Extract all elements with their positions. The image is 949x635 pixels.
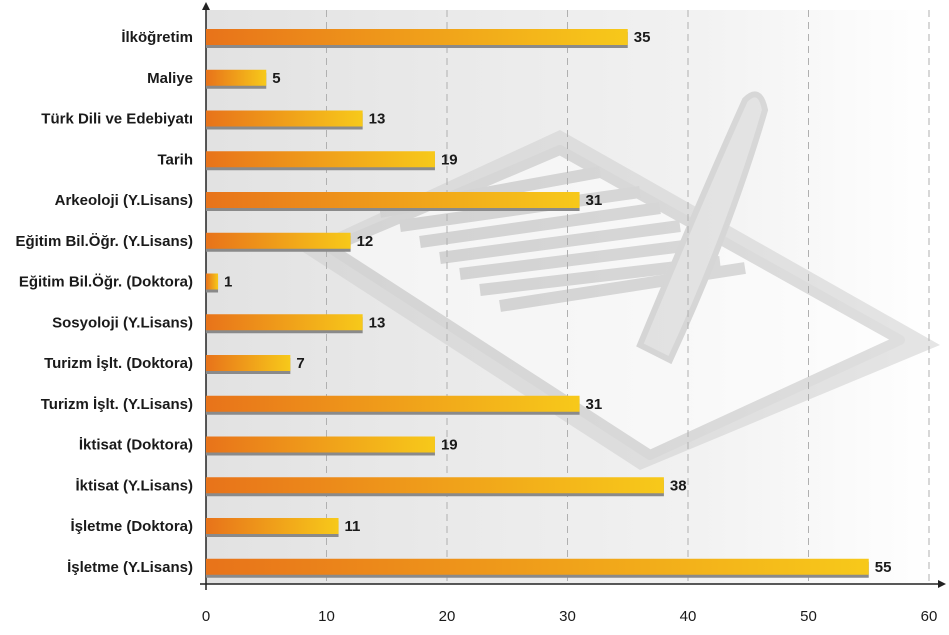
bar xyxy=(206,558,869,575)
category-label: Sosyoloji (Y.Lisans) xyxy=(52,314,193,331)
bar xyxy=(206,232,351,249)
category-label: Eğitim Bil.Öğr. (Y.Lisans) xyxy=(15,233,193,250)
bar xyxy=(206,29,628,45)
x-tick-labels: 0 10 20 30 40 50 60 xyxy=(202,608,938,625)
value-label: 12 xyxy=(357,233,374,250)
bars xyxy=(206,29,869,578)
bar xyxy=(206,477,664,494)
bar xyxy=(206,355,291,371)
x-tick-label: 0 xyxy=(202,608,210,625)
value-label: 7 xyxy=(296,355,304,372)
value-label: 55 xyxy=(875,559,892,576)
bar xyxy=(206,69,267,86)
x-tick-label: 40 xyxy=(680,608,697,625)
category-label: İşletme (Doktora) xyxy=(70,518,193,535)
bar xyxy=(206,436,435,453)
value-label: 13 xyxy=(369,111,386,128)
category-label: İktisat (Doktora) xyxy=(79,437,193,454)
category-label: Maliye xyxy=(147,70,193,87)
value-label: 38 xyxy=(670,477,687,494)
value-label: 31 xyxy=(586,192,603,209)
category-label: İktisat (Y.Lisans) xyxy=(75,477,193,494)
value-label: 5 xyxy=(272,70,280,87)
value-label: 13 xyxy=(369,314,386,331)
x-tick-label: 60 xyxy=(921,608,938,625)
value-labels: 35 5 13 19 31 12 1 13 7 31 19 38 11 55 xyxy=(224,29,891,576)
bar xyxy=(206,518,339,534)
y-axis-arrow xyxy=(202,2,210,10)
x-tick-label: 50 xyxy=(800,608,817,625)
bar xyxy=(206,110,363,127)
value-label: 19 xyxy=(441,151,458,168)
value-label: 31 xyxy=(586,396,603,413)
bar xyxy=(206,151,435,168)
value-label: 11 xyxy=(345,518,361,535)
category-labels: İlköğretim Maliye Türk Dili ve Edebiyatı Ta… xyxy=(15,29,193,576)
category-label: Türk Dili ve Edebiyatı xyxy=(41,111,193,128)
value-label: 19 xyxy=(441,437,458,454)
category-label: İşletme (Y.Lisans) xyxy=(67,559,193,576)
bar xyxy=(206,273,219,290)
bar xyxy=(206,395,580,412)
x-tick-label: 10 xyxy=(318,608,335,625)
document-with-pen-icon xyxy=(300,91,940,470)
category-label: Eğitim Bil.Öğr. (Doktora) xyxy=(19,274,193,291)
bar xyxy=(206,192,580,208)
category-label: Turizm İşlt. (Doktora) xyxy=(44,355,193,372)
value-label: 1 xyxy=(224,274,232,291)
x-tick-label: 20 xyxy=(439,608,456,625)
category-label: Arkeoloji (Y.Lisans) xyxy=(55,192,193,209)
value-label: 35 xyxy=(634,29,651,46)
category-label: İlköğretim xyxy=(121,29,193,46)
bar xyxy=(206,314,363,331)
category-label: Tarih xyxy=(157,151,193,168)
category-label: Turizm İşlt. (Y.Lisans) xyxy=(41,396,193,413)
x-axis-arrow xyxy=(938,580,946,588)
x-tick-label: 30 xyxy=(559,608,576,625)
